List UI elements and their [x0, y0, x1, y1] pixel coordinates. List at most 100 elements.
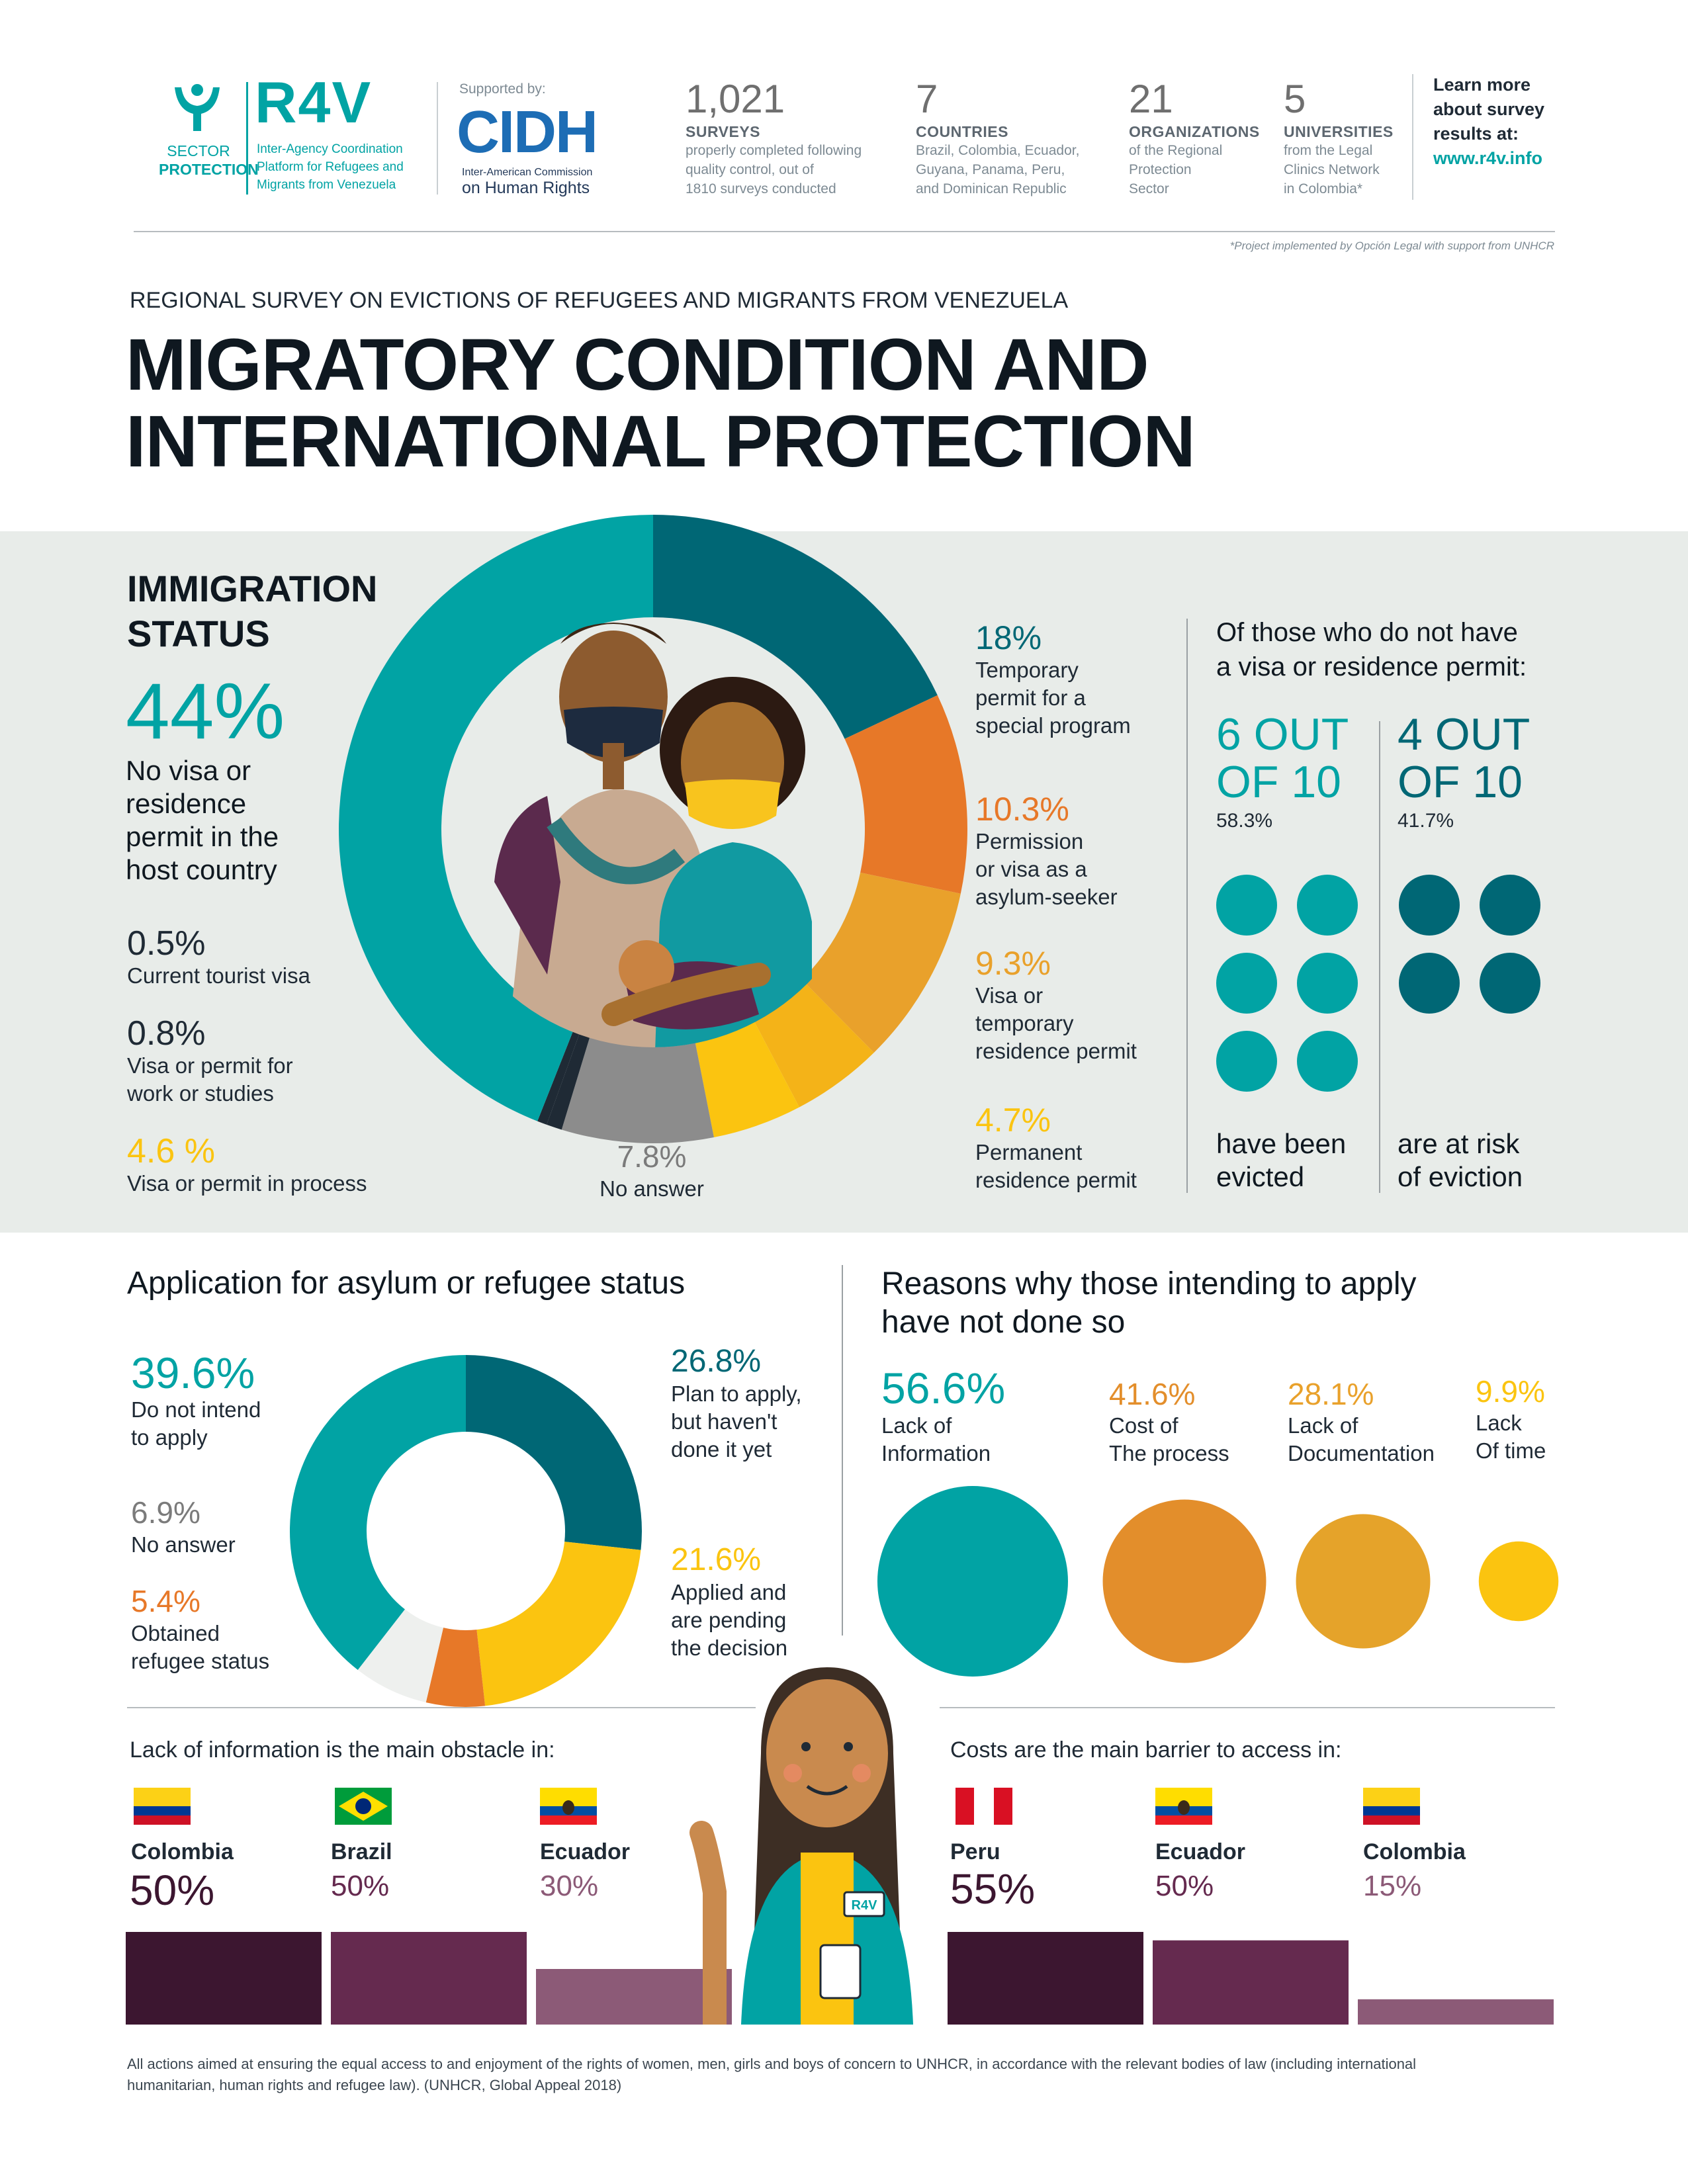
pct-asylum-visa: 10.3%: [975, 791, 1069, 828]
stat-number: 5: [1284, 77, 1306, 121]
immigration-heading: IMMIGRATION STATUS: [127, 566, 377, 656]
eviction-title-line: Of those who do not have: [1216, 618, 1518, 647]
at-risk-caption-line: are at risk: [1398, 1128, 1520, 1159]
label-line: Visa or: [975, 983, 1044, 1008]
volunteer-illustration: R4V: [689, 1667, 913, 2025]
label-line: Applied and: [671, 1580, 787, 1604]
pct-tourist-visa: 0.5%: [127, 924, 206, 963]
stat-desc: quality control, out of: [686, 162, 814, 177]
protection-line: PROTECTION: [159, 161, 259, 178]
page-title: MIGRATORY CONDITION AND INTERNATIONAL PR…: [126, 324, 1196, 480]
country-pct: 50%: [130, 1866, 215, 1914]
stat-desc: Clinics Network: [1284, 162, 1380, 177]
reason-bubble: [1102, 1499, 1266, 1663]
country-name: Brazil: [331, 1839, 392, 1864]
learn-more-line: results at:: [1433, 124, 1519, 144]
eviction-dot: [1399, 953, 1460, 1014]
label-line: Lack of: [1288, 1413, 1358, 1438]
label-no-answer: 7.8% No answer: [582, 1138, 721, 1203]
label-line: temporary: [975, 1011, 1074, 1035]
country-name: Peru: [950, 1839, 1000, 1864]
donut-slice: [425, 1628, 486, 1707]
reasons-bubble-chart: [877, 1486, 1559, 1677]
label-plan-to-apply: 26.8% Plan to apply, but haven't done it…: [671, 1343, 802, 1463]
donut-slice: [751, 979, 874, 1108]
bars: [126, 1932, 732, 2025]
evicted-caption: have been evicted: [1216, 1127, 1346, 1194]
colombia-flag-icon: [1363, 1788, 1420, 1825]
supported-by-label: Supported by:: [459, 81, 546, 97]
donut-slice: [561, 1031, 714, 1143]
label-not-intend: 39.6% Do not intend to apply: [131, 1350, 261, 1452]
logo-divider: [437, 82, 438, 195]
label-text: No visa or residence permit in the host …: [126, 754, 285, 887]
evicted-headline: OF 10: [1216, 757, 1341, 807]
label-line: Permission: [975, 829, 1084, 853]
pct-temporary-permit: 18%: [975, 619, 1042, 656]
label-line: Plan to apply,: [671, 1381, 802, 1406]
pct-no-visa: 44%: [126, 667, 285, 756]
stat-desc: Protection: [1129, 162, 1192, 177]
r4v-logo[interactable]: R4V: [255, 69, 373, 135]
stat-caption: UNIVERSITIES: [1284, 123, 1394, 140]
country-pct: 50%: [1155, 1870, 1214, 1902]
r4v-caption: Inter-Agency Coordination Platform for R…: [257, 140, 404, 194]
pct-reason-info: 56.6%: [881, 1364, 1006, 1413]
label-line: The process: [1109, 1441, 1229, 1465]
pct-reason-time: 9.9%: [1476, 1374, 1545, 1409]
eviction-dot: [1216, 953, 1277, 1014]
label-line: residence permit: [975, 1168, 1137, 1192]
pct-asylum-no-answer: 6.9%: [131, 1495, 200, 1530]
at-risk-caption-line: of eviction: [1398, 1161, 1523, 1192]
label-line: special program: [975, 713, 1131, 738]
stat-countries: 7 COUNTRIES Brazil, Colombia, Ecuador, G…: [916, 79, 1079, 198]
country-bar: [331, 1932, 527, 2025]
cidh-caption: Inter-American Commission on Human Right…: [462, 167, 592, 198]
immigration-heading-line: IMMIGRATION: [127, 568, 378, 609]
donut-slices: [289, 1355, 642, 1707]
stat-number: 21: [1129, 77, 1173, 121]
r4v-caption-line: Inter-Agency Coordination: [257, 142, 403, 156]
survey-results-link[interactable]: www.r4v.info: [1433, 148, 1543, 168]
label-no-visa: 44% No visa or residence permit in the h…: [126, 668, 285, 887]
stat-desc: properly completed following: [686, 143, 862, 158]
eviction-dot: [1297, 1031, 1358, 1092]
label-asylum-visa: 10.3% Permission or visa as a asylum-see…: [975, 791, 1118, 911]
learn-more-line: Learn more: [1433, 75, 1531, 95]
band-divider: [1186, 619, 1188, 1193]
country-name: Colombia: [131, 1839, 234, 1864]
bars: [948, 1932, 1554, 2025]
stat-caption: COUNTRIES: [916, 123, 1008, 140]
evicted-block: 6 OUT OF 10 58.3%: [1216, 711, 1349, 832]
asylum-donut-chart: [289, 1355, 642, 1707]
immigration-donut-chart: [339, 515, 967, 1143]
country-name: Ecuador: [540, 1839, 631, 1864]
label-temporary-permit: 18% Temporary permit for a special progr…: [975, 619, 1131, 740]
eviction-dot: [1480, 875, 1540, 936]
label-obtained-status: 5.4% Obtained refugee status: [131, 1583, 269, 1675]
donut-slice: [653, 515, 938, 739]
footer-line: All actions aimed at ensuring the equal …: [127, 2056, 1417, 2072]
eviction-dot: [1297, 875, 1358, 936]
country-name: Colombia: [1363, 1839, 1466, 1864]
pct-no-answer: 7.8%: [617, 1139, 687, 1174]
donut-slice: [466, 1355, 642, 1550]
evicted-pct: 58.3%: [1216, 810, 1273, 832]
donut-slice: [537, 1026, 582, 1125]
pct-in-process: 4.6 %: [127, 1132, 215, 1170]
donut-slices: [339, 515, 967, 1143]
brazil-flag-icon: [335, 1788, 392, 1825]
cidh-logo[interactable]: CIDH: [457, 99, 598, 165]
header-rule: [134, 231, 1555, 232]
footer-note: All actions aimed at ensuring the equal …: [127, 2054, 1563, 2096]
country-bar: [1358, 1999, 1554, 2025]
cidh-caption-line: Inter-American Commission: [462, 167, 593, 178]
label-line: residence: [126, 788, 247, 819]
label-line: Current tourist visa: [127, 963, 310, 988]
page-title-line: MIGRATORY CONDITION AND: [126, 324, 1149, 406]
label-line: Of time: [1476, 1438, 1546, 1463]
bubbles: [877, 1486, 1559, 1677]
info-obstacle-bar-chart: [126, 1932, 732, 2025]
obstacles-rule-left: [127, 1707, 756, 1708]
family-illustration: [494, 623, 812, 1047]
